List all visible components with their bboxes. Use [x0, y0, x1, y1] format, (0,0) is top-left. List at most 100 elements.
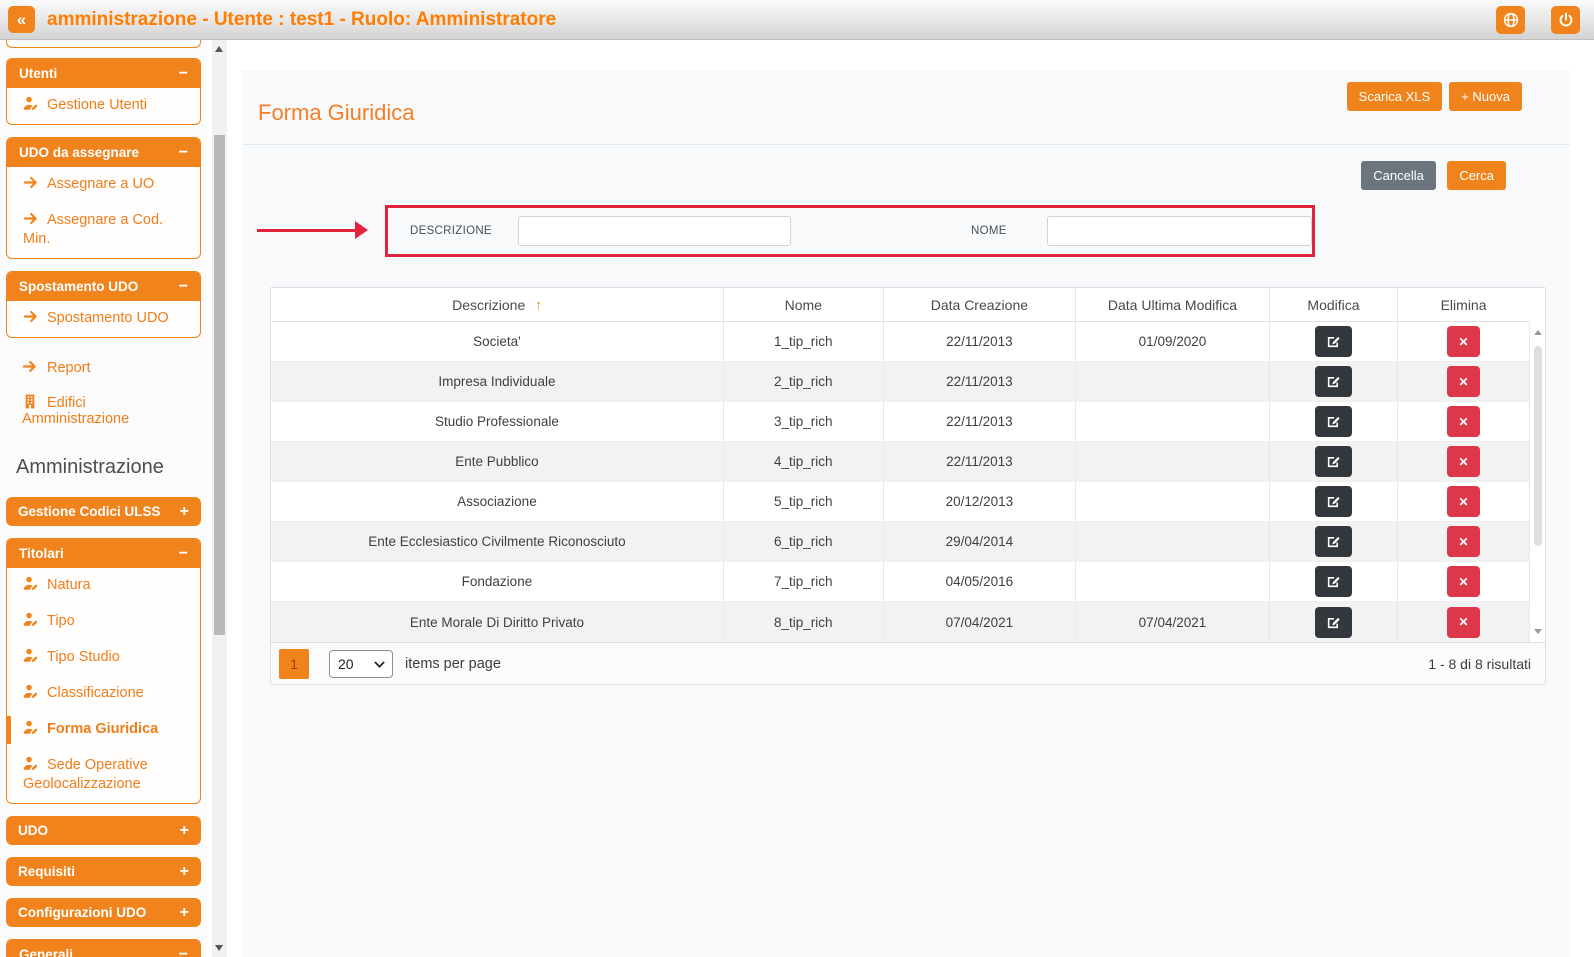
sidebar-item-assegnare-a-cod-min[interactable]: Assegnare a Cod. Min.	[7, 203, 200, 258]
sidebar-item-label: Assegnare a Cod. Min.	[23, 212, 164, 247]
cell-descrizione: Studio Professionale	[271, 402, 724, 441]
cell-modifica	[1270, 362, 1399, 401]
pagination-bar: 1 20 items per page 1 - 8 di 8 risultati	[271, 642, 1545, 684]
plus-icon[interactable]: +	[179, 862, 189, 880]
delete-button[interactable]: ✕	[1447, 366, 1481, 397]
arrow-right-icon	[22, 359, 38, 374]
panel-header-utenti[interactable]: Utenti −	[7, 59, 200, 88]
minus-icon[interactable]: −	[178, 64, 188, 82]
edit-button[interactable]	[1314, 566, 1352, 597]
panel-header-udo-da-assegnare[interactable]: UDO da assegnare −	[7, 138, 200, 167]
page-size-select[interactable]: 20	[329, 649, 393, 678]
cell-elimina: ✕	[1398, 522, 1529, 561]
delete-button[interactable]: ✕	[1447, 406, 1481, 437]
data-grid: Descrizione ↑ Nome Data Creazione Data U…	[270, 287, 1546, 685]
sidebar-item-spostamento-udo[interactable]: Spostamento UDO	[7, 301, 200, 337]
panel-header-requisiti[interactable]: Requisiti +	[6, 857, 201, 886]
filter-section: DESCRIZIONE NOME	[242, 205, 1570, 263]
plus-icon[interactable]: +	[179, 502, 189, 520]
page-size-value: 20	[338, 655, 354, 672]
sidebar-collapse-button[interactable]: «	[8, 6, 35, 33]
panel-gestione-codici-ulss: Gestione Codici ULSS +	[6, 497, 201, 526]
edit-button[interactable]	[1314, 406, 1352, 437]
header-toolbar: Scarica XLS + Nuova	[1346, 82, 1522, 111]
delete-button[interactable]: ✕	[1447, 566, 1481, 597]
edit-button[interactable]	[1314, 526, 1352, 557]
delete-icon: ✕	[1458, 574, 1469, 589]
new-button[interactable]: + Nuova	[1449, 82, 1522, 111]
scrollbar-thumb[interactable]	[1534, 346, 1542, 546]
edit-button[interactable]	[1314, 326, 1352, 357]
scrollbar-thumb[interactable]	[214, 135, 225, 635]
page-1-button[interactable]: 1	[279, 648, 309, 679]
user-edit-icon	[23, 96, 39, 111]
table-scrollbar[interactable]	[1529, 322, 1545, 642]
sidebar-item-natura[interactable]: Natura	[7, 568, 200, 604]
delete-icon: ✕	[1458, 414, 1469, 429]
column-label: Data Creazione	[930, 296, 1029, 313]
descrizione-input[interactable]	[517, 216, 791, 246]
sidebar-item-tipo-studio[interactable]: Tipo Studio	[7, 640, 200, 676]
sidebar-item-gestione-utenti[interactable]: Gestione Utenti	[7, 88, 200, 124]
table-row: Associazione 5_tip_rich 20/12/2013 ✕	[271, 482, 1529, 522]
sidebar-item-forma-giuridica[interactable]: Forma Giuridica	[7, 712, 200, 748]
download-xls-button[interactable]: Scarica XLS	[1346, 82, 1443, 111]
table-row: Ente Morale Di Diritto Privato 8_tip_ric…	[271, 602, 1529, 642]
edit-button[interactable]	[1314, 446, 1352, 477]
edit-button[interactable]	[1314, 606, 1352, 638]
delete-button[interactable]: ✕	[1447, 446, 1481, 477]
minus-icon[interactable]: −	[178, 945, 188, 957]
minus-icon[interactable]: −	[178, 277, 188, 295]
panel-header-generali[interactable]: Generali −	[7, 940, 200, 957]
sidebar-item-tipo[interactable]: Tipo	[7, 604, 200, 640]
cell-modifica	[1270, 562, 1399, 601]
language-button[interactable]	[1496, 5, 1525, 34]
delete-icon: ✕	[1458, 334, 1469, 349]
nome-input[interactable]	[1046, 216, 1312, 246]
panel-header-udo[interactable]: UDO +	[6, 816, 201, 845]
column-header-data-creazione[interactable]: Data Creazione	[884, 288, 1077, 321]
search-button[interactable]: Cerca	[1447, 161, 1506, 190]
nome-label: NOME	[971, 225, 1007, 237]
cell-data-creazione: 22/11/2013	[884, 322, 1077, 361]
panel-header-titolari[interactable]: Titolari −	[7, 539, 200, 568]
minus-icon[interactable]: −	[178, 143, 188, 161]
column-header-modifica: Modifica	[1270, 288, 1399, 321]
sidebar-item-classificazione[interactable]: Classificazione	[7, 676, 200, 712]
table-row: Studio Professionale 3_tip_rich 22/11/20…	[271, 402, 1529, 442]
panel-title: Titolari	[19, 546, 64, 561]
sidebar-scrollbar[interactable]	[212, 40, 227, 957]
delete-button[interactable]: ✕	[1447, 606, 1481, 638]
table-row: Ente Ecclesiastico Civilmente Riconosciu…	[271, 522, 1529, 562]
sidebar-item-report[interactable]: Report	[6, 350, 201, 385]
cell-elimina: ✕	[1398, 402, 1529, 441]
sidebar-item-edifici-amministrazione[interactable]: Edifici Amministrazione	[6, 385, 201, 436]
column-header-data-ultima-modifica[interactable]: Data Ultima Modifica	[1076, 288, 1270, 321]
edit-button[interactable]	[1314, 486, 1352, 517]
cell-elimina: ✕	[1398, 322, 1529, 361]
minus-icon[interactable]: −	[178, 544, 188, 562]
scroll-up-icon[interactable]	[215, 46, 223, 52]
cell-modifica	[1270, 402, 1399, 441]
panel-header-spostamento-udo[interactable]: Spostamento UDO −	[7, 272, 200, 301]
delete-button[interactable]: ✕	[1447, 526, 1481, 557]
scroll-up-icon[interactable]	[1534, 330, 1542, 335]
plus-icon[interactable]: +	[179, 821, 189, 839]
logout-button[interactable]	[1551, 5, 1580, 34]
scroll-down-icon[interactable]	[1534, 629, 1542, 634]
sidebar-item-sede-operative-geolocalizzazione[interactable]: Sede Operative Geolocalizzazione	[7, 748, 200, 803]
column-header-nome[interactable]: Nome	[724, 288, 884, 321]
panel-header-gestione-codici-ulss[interactable]: Gestione Codici ULSS +	[6, 497, 201, 526]
delete-button[interactable]: ✕	[1447, 326, 1481, 357]
column-header-descrizione[interactable]: Descrizione ↑	[271, 288, 724, 321]
scroll-down-icon[interactable]	[215, 945, 223, 951]
column-label: Data Ultima Modifica	[1107, 296, 1238, 313]
delete-button[interactable]: ✕	[1447, 486, 1481, 517]
plus-icon[interactable]: +	[179, 903, 189, 921]
panel-configurazioni-udo: Configurazioni UDO +	[6, 898, 201, 927]
edit-button[interactable]	[1314, 366, 1352, 397]
clear-button[interactable]: Cancella	[1361, 161, 1436, 190]
sidebar-item-assegnare-a-uo[interactable]: Assegnare a UO	[7, 167, 200, 203]
edit-icon	[1326, 374, 1341, 389]
panel-header-configurazioni-udo[interactable]: Configurazioni UDO +	[6, 898, 201, 927]
